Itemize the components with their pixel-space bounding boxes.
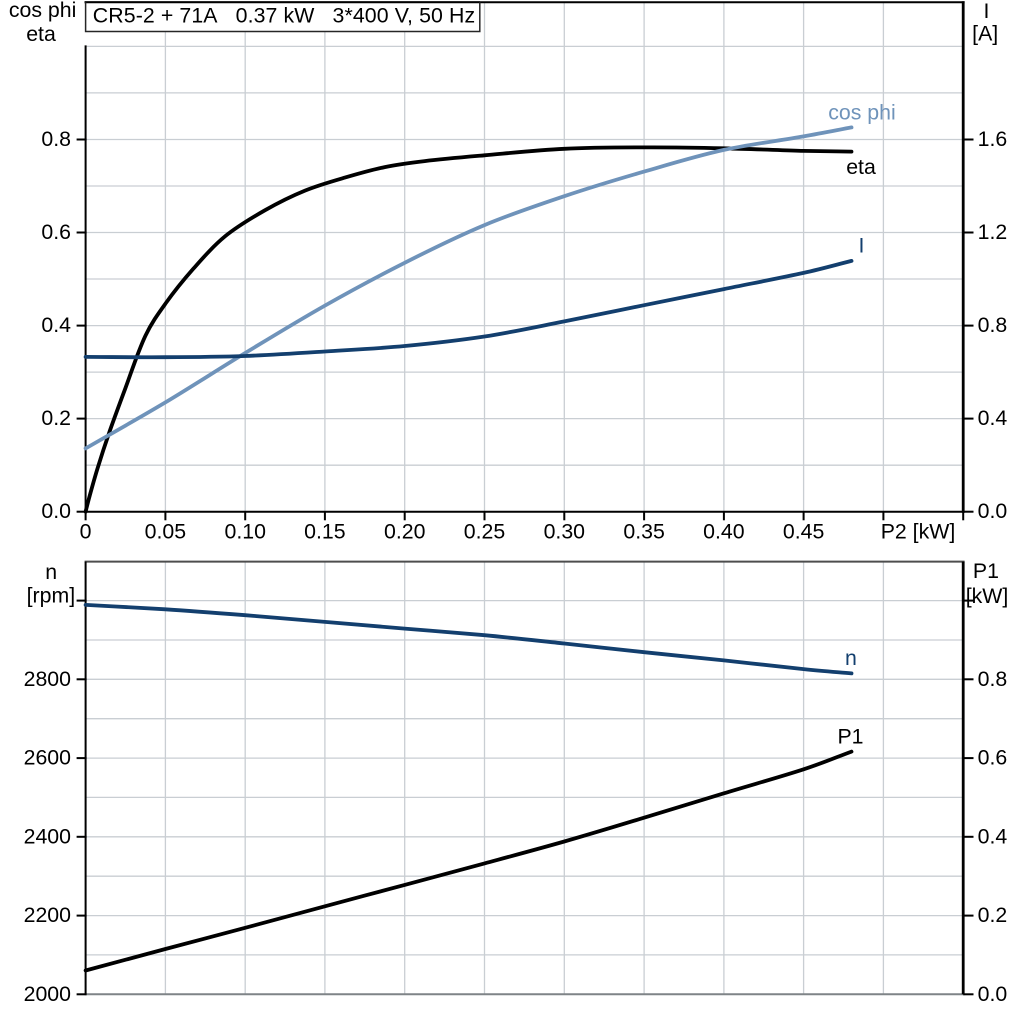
- svg-text:0.4: 0.4: [978, 406, 1008, 430]
- svg-text:CR5-2 + 71A 0.37 kW 3*400: CR5-2 + 71A 0.37 kW 3*400 V, 50 Hz: [93, 3, 475, 27]
- svg-text:0: 0: [80, 519, 92, 543]
- svg-text:0.20: 0.20: [384, 519, 426, 543]
- svg-text:0.8: 0.8: [978, 313, 1008, 337]
- svg-text:2200: 2200: [24, 903, 72, 927]
- svg-text:cos phi: cos phi: [828, 100, 895, 124]
- svg-text:2600: 2600: [24, 746, 72, 770]
- svg-text:I: I: [983, 0, 989, 23]
- svg-text:2000: 2000: [24, 982, 72, 1006]
- svg-text:P1: P1: [973, 559, 999, 583]
- svg-text:n: n: [45, 560, 57, 584]
- svg-text:0.15: 0.15: [304, 519, 345, 543]
- svg-text:[A]: [A]: [972, 22, 998, 46]
- svg-text:0.2: 0.2: [41, 406, 71, 430]
- svg-text:0.6: 0.6: [41, 220, 71, 244]
- svg-text:0.25: 0.25: [464, 519, 505, 543]
- svg-text:0.35: 0.35: [623, 519, 664, 543]
- svg-text:2400: 2400: [24, 824, 72, 848]
- svg-text:P2 [kW]: P2 [kW]: [881, 519, 956, 543]
- svg-text:0.40: 0.40: [703, 519, 745, 543]
- svg-text:0.0: 0.0: [978, 982, 1008, 1006]
- svg-text:0.30: 0.30: [544, 519, 586, 543]
- svg-text:cos phi: cos phi: [9, 0, 76, 22]
- svg-text:[rpm]: [rpm]: [27, 584, 76, 608]
- svg-text:0.45: 0.45: [783, 519, 824, 543]
- svg-text:0.4: 0.4: [978, 824, 1008, 848]
- svg-text:0.8: 0.8: [978, 667, 1008, 691]
- svg-text:1.6: 1.6: [978, 127, 1008, 151]
- svg-text:eta: eta: [846, 155, 876, 179]
- svg-text:0.0: 0.0: [978, 499, 1008, 523]
- svg-text:0.8: 0.8: [41, 127, 71, 151]
- svg-text:0.05: 0.05: [145, 519, 186, 543]
- svg-text:1.2: 1.2: [978, 220, 1008, 244]
- svg-text:P1: P1: [837, 725, 863, 749]
- svg-text:[kW]: [kW]: [966, 584, 1009, 608]
- svg-text:0.2: 0.2: [978, 903, 1008, 927]
- svg-text:eta: eta: [26, 22, 56, 46]
- svg-text:I: I: [859, 234, 865, 258]
- svg-text:n: n: [845, 646, 857, 670]
- svg-text:0.0: 0.0: [41, 499, 71, 523]
- svg-text:2800: 2800: [24, 667, 72, 691]
- svg-text:0.4: 0.4: [41, 313, 71, 337]
- svg-text:0.6: 0.6: [978, 746, 1008, 770]
- svg-text:0.10: 0.10: [224, 519, 266, 543]
